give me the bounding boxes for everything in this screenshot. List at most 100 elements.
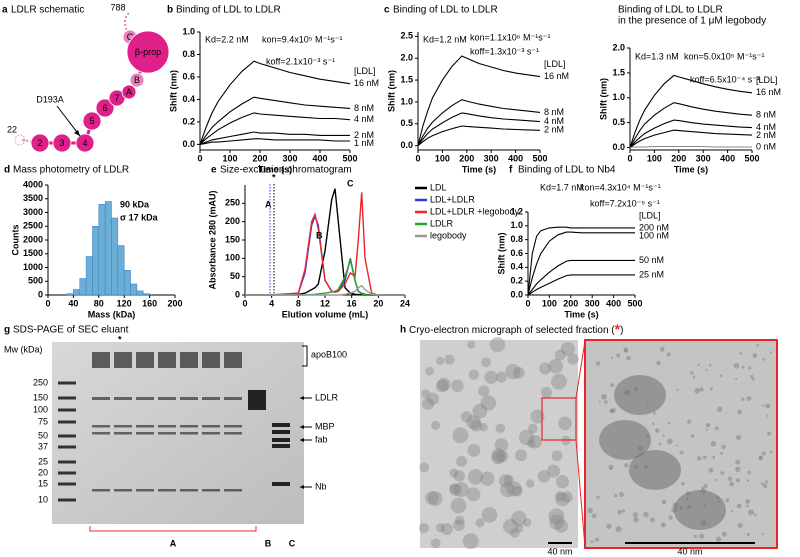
grain — [710, 440, 717, 447]
band — [224, 397, 242, 400]
particle — [428, 491, 443, 506]
band — [114, 352, 132, 368]
band — [136, 352, 154, 368]
particle — [451, 379, 464, 393]
series-line — [199, 112, 351, 145]
legend-label: 25 nM — [639, 269, 664, 279]
grain — [626, 355, 631, 361]
legend-label: 0 nM — [756, 141, 776, 151]
band — [136, 425, 154, 428]
legend-title: [LDL] — [544, 59, 566, 69]
particle — [475, 518, 485, 528]
star: * — [615, 321, 621, 337]
grain — [623, 347, 628, 352]
grain — [769, 450, 773, 454]
grain — [739, 351, 743, 355]
annotation: 90 kDa — [120, 199, 150, 209]
grain — [697, 363, 700, 366]
band — [202, 489, 220, 492]
protein-label: Nb — [315, 481, 327, 491]
panel-letter: h — [400, 325, 406, 336]
grain — [699, 387, 704, 392]
y-axis-label: Shift (nm) — [598, 78, 608, 120]
grain — [756, 343, 759, 347]
grain — [735, 459, 741, 465]
grain — [614, 493, 618, 498]
protein-label: fab — [315, 434, 328, 444]
y-tick-label: 0.6 — [510, 248, 523, 258]
grain — [746, 396, 752, 401]
particle — [426, 392, 440, 405]
particle — [537, 470, 551, 483]
grain — [765, 403, 771, 409]
grain — [668, 515, 673, 520]
band — [114, 432, 132, 435]
grain — [609, 408, 614, 414]
chart-title: Binding of LDL to LDLR — [618, 5, 723, 16]
protein-label: MBP — [315, 421, 335, 431]
grain — [596, 495, 600, 499]
legend-label: 50 nM — [639, 255, 664, 265]
y-tick-label: 2500 — [23, 221, 43, 231]
lane-label: B — [265, 538, 272, 548]
particle — [421, 389, 430, 398]
grain — [709, 387, 713, 391]
x-tick-label: 16 — [347, 298, 357, 308]
annotation: Kd=1.7 nM — [540, 182, 584, 192]
grain — [606, 523, 612, 529]
x-tick-label: 20 — [373, 298, 383, 308]
grain — [712, 455, 716, 459]
particle — [539, 362, 552, 375]
x-axis-label: Time (s) — [564, 309, 598, 319]
arrowhead — [300, 396, 304, 400]
grain — [676, 388, 679, 392]
y-tick-label: 2.0 — [400, 53, 413, 63]
chart-title: Binding of LDL to LDLR — [393, 5, 498, 16]
grain — [595, 361, 601, 366]
annotation: Kd=2.2 nM — [205, 34, 249, 44]
particle — [466, 487, 481, 502]
bracket — [302, 345, 308, 367]
legend-title: [LDL] — [354, 66, 376, 76]
band — [180, 425, 198, 428]
series-line — [199, 138, 350, 145]
grain — [611, 356, 614, 360]
grain — [762, 358, 765, 361]
annotation: A — [265, 199, 272, 209]
x-tick-label: 200 — [459, 153, 474, 163]
n-term-label: 22 — [7, 124, 17, 134]
grain — [741, 365, 745, 369]
annotation: σ 17 kDa — [120, 212, 159, 222]
grain — [598, 400, 601, 403]
band — [158, 397, 176, 400]
marker-band — [58, 482, 76, 486]
grain — [716, 406, 723, 412]
scale-label: 40 nm — [677, 546, 702, 556]
x-tick-label: 0 — [45, 298, 50, 308]
legend-title: [LDL] — [639, 210, 661, 220]
chart-title: Binding of LDL to LDLR — [176, 5, 281, 16]
title-text: Cryo-electron micrograph of selected fra… — [409, 325, 615, 336]
chart-title: Mass photometry of LDLR — [13, 165, 129, 176]
annotation: B — [316, 230, 323, 240]
grain — [661, 499, 667, 505]
x-tick-label: 4 — [269, 298, 274, 308]
grain — [746, 504, 749, 508]
bar — [66, 293, 74, 296]
x-axis-label: Time (s) — [258, 164, 292, 174]
grain — [617, 510, 622, 515]
marker-label: 75 — [38, 416, 48, 426]
domain — [129, 72, 145, 88]
grain — [681, 481, 685, 486]
x-tick-label: 500 — [744, 153, 759, 163]
grain — [719, 374, 723, 377]
grain — [708, 363, 712, 367]
particle — [460, 411, 473, 423]
particle — [491, 450, 506, 465]
annotation: kon=4.3x10⁴ M⁻¹s⁻¹ — [580, 182, 661, 192]
particle — [472, 403, 488, 419]
x-tick-label: 200 — [167, 298, 182, 308]
particle — [470, 419, 483, 432]
scale-label: 40 nm — [547, 546, 572, 556]
lane-label: C — [289, 538, 296, 548]
